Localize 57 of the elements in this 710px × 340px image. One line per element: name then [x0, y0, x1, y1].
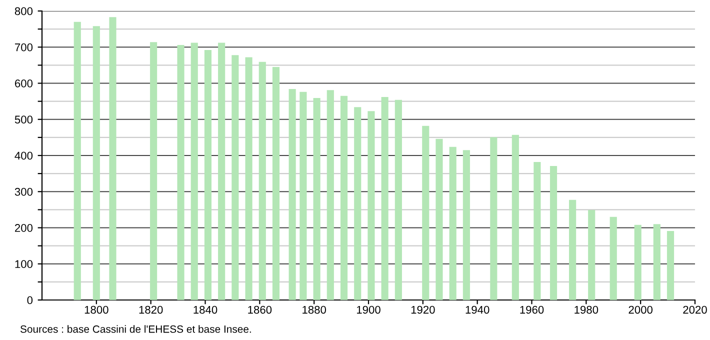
bar	[634, 224, 642, 300]
x-tick-label: 1800	[84, 306, 108, 314]
bar	[588, 210, 596, 300]
x-tick-label: 2000	[628, 306, 653, 314]
bar	[300, 92, 307, 300]
bar	[190, 42, 198, 300]
y-tick-label: 800	[14, 7, 33, 16]
y-tick-label: 500	[14, 116, 33, 124]
x-tick-label: 1840	[194, 306, 218, 314]
bar	[258, 62, 266, 300]
bar	[436, 138, 443, 300]
bar	[92, 26, 100, 300]
x-tick-label: 1960	[520, 306, 544, 314]
bar	[512, 134, 519, 300]
bar	[653, 224, 660, 300]
bar	[204, 50, 212, 300]
bar	[177, 44, 184, 300]
y-tick-label: 400	[14, 152, 33, 160]
bar	[381, 96, 388, 300]
bar	[422, 126, 430, 300]
bar	[368, 111, 375, 300]
y-tick-label: 200	[14, 224, 33, 232]
bar	[666, 231, 674, 300]
bar	[490, 137, 498, 300]
bar	[272, 66, 280, 300]
y-tick-label: 700	[15, 43, 33, 52]
bar	[394, 100, 402, 300]
x-tick-label: 1860	[248, 306, 272, 314]
x-tick-label: 1880	[302, 306, 326, 314]
x-tick-label: 1980	[574, 306, 598, 314]
bar	[232, 55, 239, 300]
bar	[288, 89, 296, 300]
bar	[245, 57, 252, 300]
y-tick-label: 0	[27, 296, 33, 304]
bar	[354, 107, 362, 300]
bar	[550, 166, 558, 300]
bar	[218, 42, 226, 300]
bar	[326, 90, 334, 300]
y-tick-label: 300	[14, 188, 33, 196]
x-tick-label: 2020	[683, 306, 707, 314]
y-tick-label: 600	[15, 80, 33, 88]
bar	[610, 216, 617, 300]
x-tick-label: 1940	[466, 306, 490, 314]
bar	[569, 200, 576, 300]
bar	[449, 146, 456, 300]
bar	[534, 162, 541, 300]
y-tick-label: 100	[15, 260, 33, 268]
x-tick-label: 1900	[356, 306, 380, 314]
x-tick-label: 1920	[411, 306, 435, 314]
bar	[340, 96, 348, 300]
bar	[462, 150, 470, 300]
x-tick-label: 1820	[139, 306, 163, 314]
bar	[150, 42, 158, 300]
source-note: Sources : base Cassini de l'EHESS et base Insee.	[20, 325, 251, 333]
bar	[109, 17, 116, 300]
bar	[313, 98, 320, 300]
bar	[74, 22, 81, 300]
